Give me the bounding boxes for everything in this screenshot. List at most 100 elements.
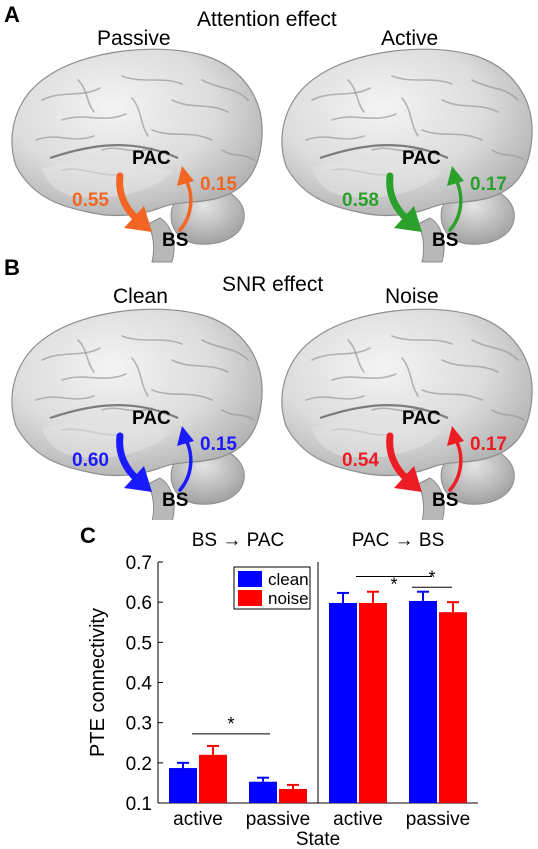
down-arrow-head <box>394 206 422 232</box>
gyrus <box>347 79 365 113</box>
sylvian-fissure <box>319 144 449 160</box>
sylvian-fissure <box>319 404 449 420</box>
bar-noise <box>359 602 387 803</box>
gyrus <box>441 99 499 113</box>
gyrus <box>221 409 255 421</box>
down-value: 0.55 <box>72 190 109 211</box>
gyrus <box>331 373 397 381</box>
brain-passive: PAC BS 0.55 0.15 <box>11 48 263 263</box>
down-value: 0.60 <box>72 450 109 471</box>
bar-clean <box>169 768 197 803</box>
temporal-lobe <box>312 420 442 458</box>
panel-b-letter: B <box>4 255 20 280</box>
bar-noise <box>439 612 467 803</box>
brain-clean: PAC BS 0.60 0.15 <box>11 308 263 520</box>
down-arrow-head <box>124 206 152 232</box>
gyrus <box>421 389 483 401</box>
gyrus <box>391 75 453 85</box>
gyrus <box>171 359 229 373</box>
bs-label: BS <box>432 490 458 511</box>
chart-title: PAC → BS <box>352 530 445 551</box>
gyrus <box>131 97 149 137</box>
gyrus <box>121 335 183 345</box>
temporal-lobe <box>312 160 442 198</box>
gyrus <box>491 149 525 161</box>
bs-label: BS <box>162 490 188 511</box>
brain-active: PAC BS 0.58 0.17 <box>281 48 533 263</box>
sig-star: * <box>428 567 435 587</box>
gyrus <box>61 373 127 381</box>
y-tick-label: 0.2 <box>126 754 152 775</box>
temporal-lobe <box>42 160 172 198</box>
gyrus <box>131 357 149 397</box>
sig-star: * <box>227 714 234 734</box>
bar-noise <box>199 754 227 803</box>
gyrus <box>421 129 483 141</box>
y-tick-label: 0.7 <box>126 553 152 574</box>
panel-a-letter: A <box>4 2 20 27</box>
panel-a-title: Attention effect <box>197 8 337 31</box>
sylvian-fissure <box>49 144 179 160</box>
sylvian-fissure <box>49 404 179 420</box>
bar-clean <box>249 781 277 803</box>
up-arrow-shaft <box>178 438 193 492</box>
down-arrow-head <box>394 466 422 492</box>
x-tick-label: passive <box>406 809 470 830</box>
legend-swatch-clean <box>238 571 262 587</box>
gyrus <box>305 135 365 141</box>
y-tick-label: 0.1 <box>126 794 152 815</box>
brain-noise-label: Noise <box>385 285 439 308</box>
gyrus <box>41 87 101 101</box>
down-arrow-head <box>124 466 152 492</box>
x-tick-label: passive <box>246 809 310 830</box>
gyrus <box>371 147 423 152</box>
gyrus <box>331 113 397 121</box>
brain-clean-label: Clean <box>113 285 168 308</box>
up-arrow-shaft <box>178 178 193 232</box>
down-value: 0.58 <box>342 190 379 211</box>
up-arrow-head <box>447 166 464 186</box>
x-axis-label: State <box>296 829 340 849</box>
bar-clean <box>329 602 357 803</box>
gyrus <box>221 149 255 161</box>
legend-swatch-noise <box>238 590 262 606</box>
gyrus <box>151 129 213 141</box>
pac-label: PAC <box>132 148 171 169</box>
y-tick-label: 0.6 <box>126 593 152 614</box>
gyrus <box>77 339 95 373</box>
pac-label: PAC <box>402 408 441 429</box>
brain-diagrams: PACBS0.550.15PACBS0.580.17PACBS0.600.15P… <box>11 48 533 520</box>
up-arrow-shaft <box>448 438 463 492</box>
gyrus <box>171 99 229 113</box>
brain-passive-label: Passive <box>97 27 171 50</box>
gyrus <box>201 339 249 361</box>
panel-b-title: SNR effect <box>222 273 324 296</box>
gyrus <box>151 389 213 401</box>
gyrus <box>371 407 423 412</box>
brain-active-label: Active <box>381 27 439 50</box>
chart-title: BS → PAC <box>192 530 285 551</box>
gyrus <box>491 409 525 421</box>
gyrus <box>401 97 419 137</box>
legend-label-clean: clean <box>268 570 309 589</box>
x-tick-label: active <box>173 809 223 830</box>
up-arrow-shaft <box>448 178 463 232</box>
up-value: 0.15 <box>200 174 237 195</box>
up-value: 0.15 <box>200 434 237 455</box>
bar-clean <box>409 600 437 803</box>
y-axis-label: PTE connectivity <box>87 608 109 757</box>
y-tick-label: 0.4 <box>126 674 153 695</box>
gyrus <box>61 113 127 121</box>
bar-noise <box>279 788 307 803</box>
gyrus <box>441 359 499 373</box>
gyrus <box>305 395 365 401</box>
panel-c-letter: C <box>80 523 96 548</box>
up-arrow-head <box>177 166 194 186</box>
bs-label: BS <box>162 230 188 251</box>
up-arrow-head <box>447 426 464 446</box>
up-arrow-head <box>177 426 194 446</box>
down-value: 0.54 <box>342 450 379 471</box>
gyrus <box>347 339 365 373</box>
gyrus <box>35 395 95 401</box>
